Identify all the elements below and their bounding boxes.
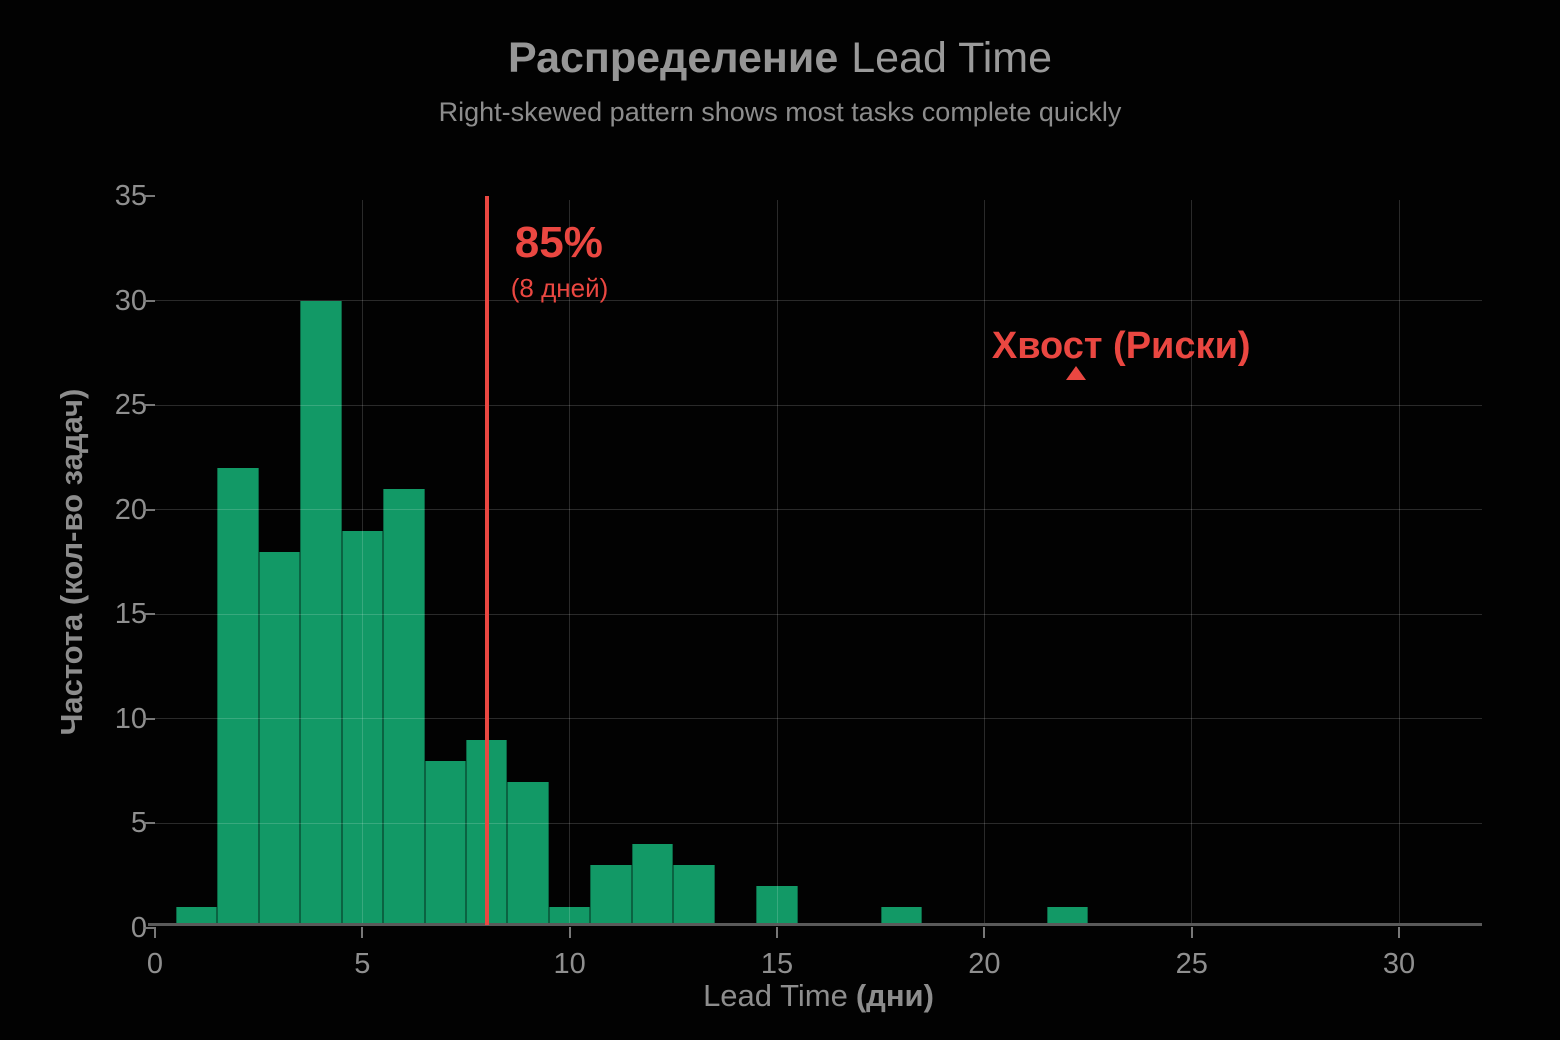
y-tick-label: 35 — [114, 180, 147, 212]
histogram-bar — [756, 886, 798, 926]
y-tick-label: 30 — [114, 284, 147, 317]
y-axis-tick — [144, 299, 155, 302]
histogram-bar — [424, 760, 467, 926]
gridline-horizontal — [155, 822, 1482, 824]
x-axis-tick — [361, 927, 364, 938]
x-axis-title-bold: (дни) — [855, 978, 934, 1013]
gridline-vertical — [361, 200, 363, 926]
histogram-bar — [880, 907, 923, 926]
threshold-line — [484, 196, 489, 925]
chart-title: Распределение Lead Time — [0, 34, 1560, 83]
y-tick-label: 20 — [114, 493, 147, 526]
tail-annotation-label: Хвост (Риски) — [991, 325, 1251, 368]
x-axis-title: Lead Time (дни) — [155, 978, 1482, 1014]
y-tick-label: 15 — [114, 598, 147, 631]
x-axis-tick — [1190, 927, 1193, 938]
x-axis-title-regular: Lead Time — [703, 978, 848, 1013]
histogram-bar — [300, 300, 342, 926]
y-axis-tick — [144, 927, 155, 929]
x-axis-line — [148, 923, 1482, 926]
y-axis-tick — [144, 613, 155, 616]
histogram-bar — [258, 551, 301, 926]
y-axis-title: Частота (кол-во задач) — [54, 388, 89, 736]
gridline-vertical — [1398, 200, 1400, 926]
histogram-bar — [341, 530, 384, 926]
x-tick-label: 10 — [553, 948, 586, 980]
y-axis-tick — [144, 822, 155, 825]
gridline-horizontal — [155, 509, 1482, 511]
histogram-bar — [590, 865, 632, 926]
gridline-horizontal — [155, 613, 1482, 615]
histogram-bar — [217, 467, 259, 926]
chart-title-bold: Распределение — [507, 34, 839, 82]
triangle-up-marker-icon — [1065, 366, 1086, 381]
gridline-vertical — [776, 200, 778, 926]
histogram-bar — [507, 781, 549, 926]
chart-title-regular: Lead Time — [851, 34, 1053, 82]
gridline-vertical — [1191, 200, 1193, 926]
histogram-bar — [673, 865, 715, 926]
y-tick-label: 5 — [130, 807, 147, 840]
x-axis-tick — [1398, 927, 1401, 938]
y-tick-label: 0 — [130, 912, 147, 944]
y-axis-tick — [144, 404, 155, 407]
histogram-bar — [175, 907, 218, 926]
x-tick-label: 5 — [354, 948, 371, 980]
x-tick-label: 15 — [760, 948, 794, 980]
x-tick-label: 25 — [1175, 948, 1208, 980]
histogram-bar — [1046, 907, 1089, 926]
histogram-bar — [383, 488, 425, 926]
plot-area: Частота (кол-во задач) Lead Time (дни) 85… — [54, 180, 1482, 1013]
threshold-label: 85% — [514, 218, 603, 267]
gridline-vertical — [569, 200, 571, 926]
x-axis-tick — [776, 927, 779, 938]
x-tick-label: 0 — [146, 948, 164, 980]
x-axis-tick — [983, 927, 986, 938]
gridline-vertical — [983, 200, 985, 926]
chart-subtitle: Right-skewed pattern shows most tasks co… — [438, 97, 1122, 127]
gridline-horizontal — [155, 300, 1482, 302]
x-axis-tick — [154, 927, 156, 938]
gridline-horizontal — [155, 718, 1482, 720]
histogram-bar — [631, 844, 674, 926]
gridline-horizontal — [155, 404, 1482, 406]
y-axis-tick — [144, 717, 155, 720]
y-axis-tick — [144, 195, 155, 197]
y-tick-label: 25 — [114, 389, 147, 422]
threshold-sublabel: (8 дней) — [510, 273, 609, 303]
histogram-bar — [548, 907, 591, 926]
x-axis-tick — [568, 927, 571, 938]
x-tick-label: 20 — [968, 948, 1001, 980]
y-tick-label: 10 — [114, 702, 147, 735]
y-axis-tick — [144, 508, 155, 511]
x-tick-label: 30 — [1382, 948, 1416, 980]
